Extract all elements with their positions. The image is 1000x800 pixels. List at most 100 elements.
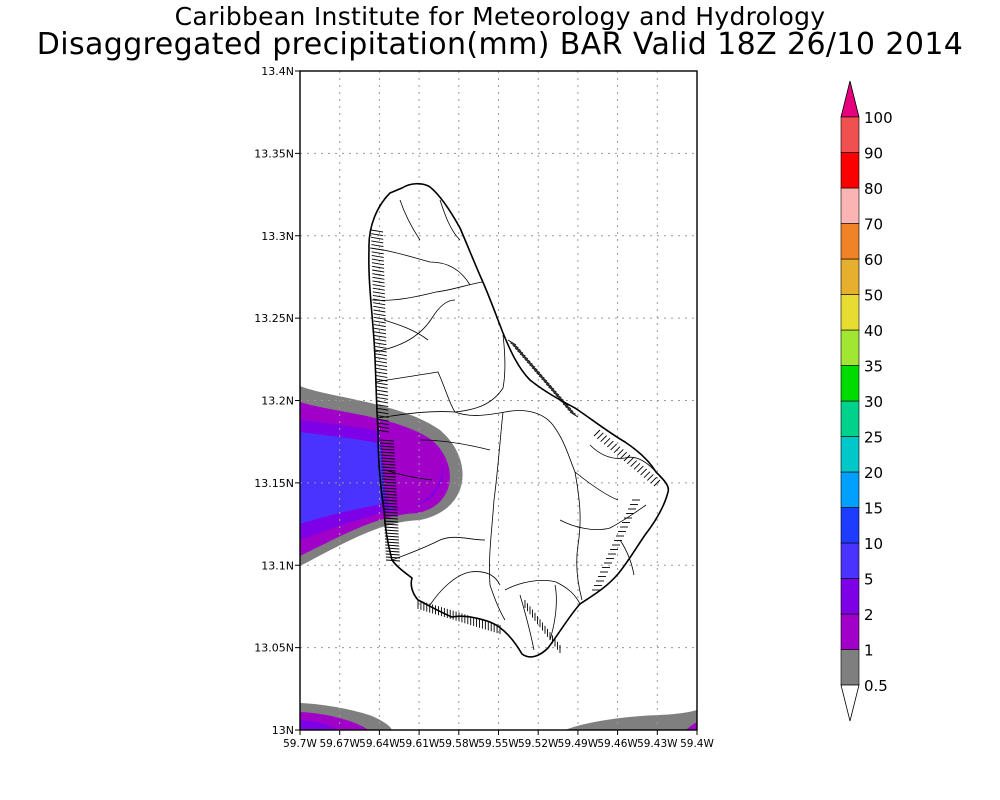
coast-hatch [385,550,400,553]
coast-hatch [373,331,387,335]
colorbar-swatch [840,649,860,686]
coast-hatch [375,396,389,400]
coast-hatch [372,291,385,295]
colorbar-swatch [840,116,860,153]
coast-hatch [380,454,395,457]
colorbar-label: 0.5 [864,677,888,695]
coast-hatch [637,465,644,473]
coast-hatch [383,502,398,505]
coastline-detail [370,229,661,653]
precip-area-5mm [300,432,390,524]
coast-hatch [643,471,651,478]
colorbar-swatch [840,578,860,615]
coast-hatch [372,284,385,287]
coast-hatch [383,505,398,508]
coast-hatch [640,468,647,476]
coast-hatch [603,438,611,445]
colorbar-swatch [840,507,860,544]
coast-hatch [383,517,398,520]
coast-hatch [376,418,389,422]
coast-hatch [373,320,386,324]
colorbar-label: 50 [864,287,883,305]
coast-hatch [373,305,386,309]
colorbar-label: 60 [864,251,883,269]
coast-hatch [375,385,388,389]
coast-hatch [381,472,396,475]
coast-hatch [374,356,387,360]
coast-hatch [374,342,387,346]
coast-hatch [376,400,389,404]
coast-hatch [374,345,387,349]
lon-tick-label: 59.46W [597,738,638,750]
coast-hatch [653,479,661,487]
colorbar-swatch [840,400,860,437]
coast-hatch [650,476,657,484]
coast-hatch [374,360,388,364]
coast-hatch [533,370,543,376]
lon-tick-label: 59.58W [439,738,480,750]
coast-hatch [383,511,398,514]
coast-hatch [382,487,397,490]
coast-hatch [541,378,550,385]
colorbar-label: 5 [864,571,874,589]
coast-hatch [380,451,395,454]
coast-hatch [376,429,390,433]
precipitation-field [300,386,697,730]
coast-hatch [519,353,529,360]
coast-hatch [529,364,538,371]
colorbar-label: 100 [864,109,893,127]
lon-tick-label: 59.4W [680,738,714,750]
coast-hatch [376,407,389,411]
coast-hatch [647,474,654,481]
coast-hatch [550,389,560,396]
coast-hatch [379,439,395,442]
coast-hatch [380,457,395,460]
coast-hatch [371,262,385,266]
colorbar-label: 40 [864,322,883,340]
coast-hatch [607,440,614,448]
coast-hatch [373,309,386,313]
coast-hatch [381,460,396,463]
colorbar-swatch [840,258,860,295]
coast-hatch [372,273,385,277]
coast-hatch [374,353,387,357]
lat-tick-label: 13.1N [261,559,294,572]
coast-hatch [381,466,396,469]
coast-hatch [371,236,384,240]
lon-tick-label: 59.55W [478,738,519,750]
coast-hatch [543,381,553,387]
coast-hatch [383,514,398,517]
coast-hatch [371,258,384,262]
coast-hatch [564,406,574,412]
coast-hatch [545,383,555,390]
coast-hatch [593,429,601,437]
coast-hatch [374,349,387,353]
coast-hatch [382,490,397,493]
colorbar-swatch [840,542,860,579]
coast-hatch [553,392,562,398]
coast-hatch [562,403,572,410]
lat-tick-label: 13N [272,724,294,737]
colorbar-label: 90 [864,145,883,163]
coast-hatch [381,478,396,481]
lat-tick-label: 13.25N [254,312,294,325]
coast-hatch [557,397,567,404]
colorbar-label: 10 [864,535,883,553]
coast-hatch [517,350,526,357]
colorbar-top-arrow [840,80,860,118]
coast-hatch [372,298,386,302]
coast-hatch [371,233,384,237]
coast-hatch [373,327,387,331]
coast-hatch [610,443,617,451]
colorbar-label: 70 [864,216,883,234]
coast-hatch [555,395,564,401]
coast-hatch [373,316,386,320]
lat-tick-label: 13.2N [261,395,294,408]
coast-hatch [373,324,386,327]
coast-hatch [385,541,400,544]
coast-hatch [380,445,395,448]
coast-hatch [371,247,384,251]
coast-hatch [374,338,387,342]
coast-hatch [375,378,388,382]
coast-hatch [385,547,400,550]
